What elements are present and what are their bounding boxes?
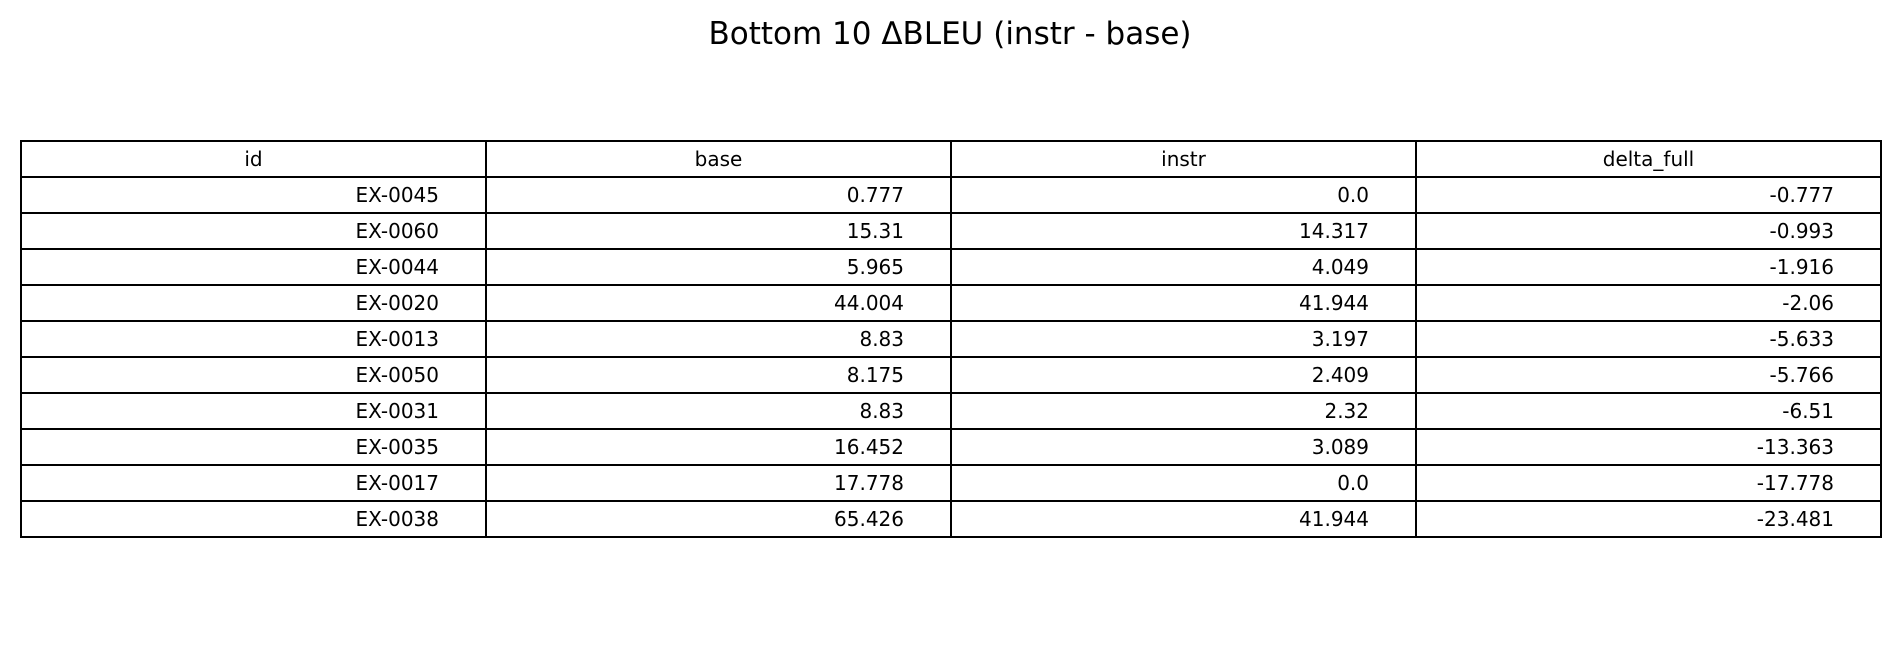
cell-base: 65.426 xyxy=(485,500,952,538)
cell-id: EX-0044 xyxy=(20,248,487,286)
cell-delta-full: -2.06 xyxy=(1415,284,1882,322)
table-header-row: id base instr delta_full xyxy=(20,140,1882,178)
cell-delta-full: -17.778 xyxy=(1415,464,1882,502)
cell-id: EX-0050 xyxy=(20,356,487,394)
table-row: EX-0060 15.31 14.317 -0.993 xyxy=(20,212,1882,250)
cell-id: EX-0035 xyxy=(20,428,487,466)
table-row: EX-0020 44.004 41.944 -2.06 xyxy=(20,284,1882,322)
cell-delta-full: -0.777 xyxy=(1415,176,1882,214)
cell-instr: 41.944 xyxy=(950,284,1417,322)
chart-title: Bottom 10 ΔBLEU (instr - base) xyxy=(708,16,1192,52)
column-header-delta-full: delta_full xyxy=(1415,140,1882,178)
cell-base: 44.004 xyxy=(485,284,952,322)
cell-instr: 2.409 xyxy=(950,356,1417,394)
table-row: EX-0045 0.777 0.0 -0.777 xyxy=(20,176,1882,214)
cell-delta-full: -5.633 xyxy=(1415,320,1882,358)
cell-id: EX-0045 xyxy=(20,176,487,214)
cell-instr: 4.049 xyxy=(950,248,1417,286)
cell-delta-full: -6.51 xyxy=(1415,392,1882,430)
cell-base: 0.777 xyxy=(485,176,952,214)
cell-base: 5.965 xyxy=(485,248,952,286)
cell-id: EX-0038 xyxy=(20,500,487,538)
cell-delta-full: -0.993 xyxy=(1415,212,1882,250)
cell-delta-full: -5.766 xyxy=(1415,356,1882,394)
cell-base: 16.452 xyxy=(485,428,952,466)
table-row: EX-0050 8.175 2.409 -5.766 xyxy=(20,356,1882,394)
cell-base: 8.175 xyxy=(485,356,952,394)
cell-instr: 41.944 xyxy=(950,500,1417,538)
cell-instr: 0.0 xyxy=(950,464,1417,502)
cell-base: 15.31 xyxy=(485,212,952,250)
column-header-id: id xyxy=(20,140,487,178)
column-header-instr: instr xyxy=(950,140,1417,178)
table-row: EX-0017 17.778 0.0 -17.778 xyxy=(20,464,1882,502)
table-row: EX-0038 65.426 41.944 -23.481 xyxy=(20,500,1882,538)
results-table: id base instr delta_full EX-0045 0.777 0… xyxy=(20,140,1882,538)
cell-delta-full: -1.916 xyxy=(1415,248,1882,286)
cell-instr: 14.317 xyxy=(950,212,1417,250)
table-row: EX-0035 16.452 3.089 -13.363 xyxy=(20,428,1882,466)
cell-base: 8.83 xyxy=(485,392,952,430)
cell-delta-full: -23.481 xyxy=(1415,500,1882,538)
cell-id: EX-0017 xyxy=(20,464,487,502)
cell-delta-full: -13.363 xyxy=(1415,428,1882,466)
cell-id: EX-0013 xyxy=(20,320,487,358)
cell-base: 17.778 xyxy=(485,464,952,502)
cell-instr: 3.089 xyxy=(950,428,1417,466)
table-row: EX-0031 8.83 2.32 -6.51 xyxy=(20,392,1882,430)
table-row: EX-0013 8.83 3.197 -5.633 xyxy=(20,320,1882,358)
cell-instr: 2.32 xyxy=(950,392,1417,430)
cell-id: EX-0031 xyxy=(20,392,487,430)
cell-id: EX-0060 xyxy=(20,212,487,250)
cell-base: 8.83 xyxy=(485,320,952,358)
cell-instr: 0.0 xyxy=(950,176,1417,214)
cell-id: EX-0020 xyxy=(20,284,487,322)
table-row: EX-0044 5.965 4.049 -1.916 xyxy=(20,248,1882,286)
column-header-base: base xyxy=(485,140,952,178)
cell-instr: 3.197 xyxy=(950,320,1417,358)
